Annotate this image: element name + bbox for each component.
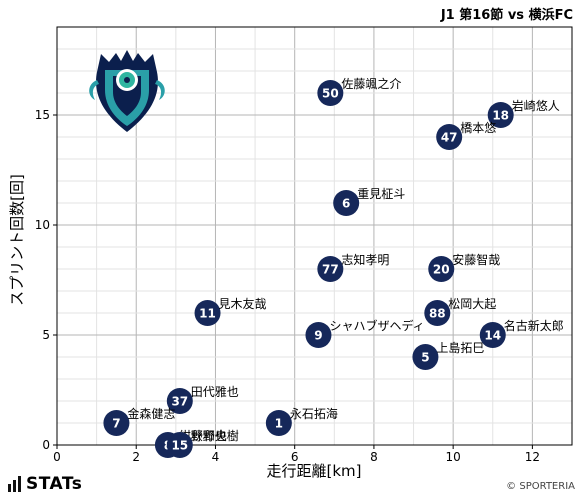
point-name-label: 松岡大起 (448, 297, 496, 311)
point-marker (424, 300, 451, 326)
point-name-label: 橋本悠 (460, 120, 496, 135)
y-tick-label: 10 (35, 218, 50, 232)
point-marker (487, 102, 514, 128)
point-marker (166, 432, 193, 458)
x-tick-label: 8 (370, 450, 378, 464)
point-number-label: 37 (171, 395, 188, 409)
point-number-label: 15 (171, 439, 188, 453)
point-marker (265, 410, 292, 436)
data-point: 6 重見柾斗 (333, 187, 405, 216)
point-number-label: 14 (484, 329, 501, 343)
y-tick-label: 5 (42, 328, 50, 342)
point-number-label: 18 (492, 109, 509, 123)
stats-bars-icon (8, 476, 21, 492)
x-tick-label: 6 (291, 450, 299, 464)
point-name-label: 名古新太郎 (504, 318, 564, 333)
point-name-label: 佐藤颯之介 (341, 77, 401, 91)
point-marker (428, 256, 455, 282)
point-marker (166, 388, 193, 414)
y-axis-label: スプリント回数[回] (8, 174, 26, 306)
point-number-label: 11 (199, 307, 216, 321)
point-marker (436, 124, 463, 150)
chart-title: J1 第16節 vs 横浜FC (440, 8, 573, 23)
x-tick-label: 10 (446, 450, 461, 464)
point-marker (103, 410, 130, 436)
point-name-label: 岩崎悠人 (512, 98, 560, 113)
data-point: 7 金森健志 (103, 406, 175, 436)
copyright-credit: © SPORTERIA (506, 481, 575, 492)
point-name-label: 金森健志 (127, 406, 175, 421)
point-name-label: 安藤智哉 (452, 252, 500, 267)
x-tick-label: 12 (525, 450, 540, 464)
point-marker (479, 322, 506, 348)
point-number-label: 9 (314, 329, 322, 343)
y-tick-label: 0 (42, 438, 50, 452)
grid-lines (56, 26, 573, 446)
x-axis-label: 走行距離[km] (266, 462, 361, 480)
point-number-label: 6 (342, 197, 350, 211)
data-point: 9 シャハブザヘディ (305, 318, 425, 348)
point-number-label: 88 (429, 307, 446, 321)
stats-brand: STATs (26, 474, 83, 494)
x-tick-label: 4 (212, 450, 220, 464)
club-crest-icon (89, 50, 165, 132)
point-name-label: シャハブザヘディ (329, 318, 424, 333)
y-tick-label: 15 (35, 108, 50, 122)
point-name-label: 志知孝明 (341, 253, 389, 267)
point-name-label: 重見柾斗 (357, 187, 405, 201)
point-number-label: 47 (441, 131, 458, 145)
point-name-label: 見木友哉 (219, 296, 267, 311)
point-name-label: 秋野央樹 (191, 429, 239, 443)
point-name-label: 上島拓巳 (436, 340, 484, 355)
point-marker (194, 300, 221, 326)
stats-logo: STATs (8, 474, 82, 494)
x-tick-label: 2 (132, 450, 140, 464)
point-number-label: 1 (275, 417, 283, 431)
plot-frame (56, 26, 573, 446)
point-number-label: 77 (322, 263, 339, 277)
x-tick-label: 0 (53, 450, 61, 464)
data-points: 50佐藤颯之介18岩崎悠人47橋本悠6重見柾斗77志知孝明20安藤智哉11見木友… (103, 77, 564, 458)
point-marker (333, 190, 360, 216)
point-number-label: 20 (433, 263, 450, 277)
point-marker (317, 256, 344, 282)
point-marker (317, 80, 344, 106)
point-marker (412, 344, 439, 370)
point-name-label: 田代雅也 (191, 384, 239, 399)
data-point: 5 上島拓巳 (412, 340, 484, 370)
data-point: 1 永石拓海 (265, 406, 338, 436)
point-number-label: 7 (112, 417, 120, 431)
point-number-label: 5 (421, 351, 429, 365)
point-name-label: 永石拓海 (290, 406, 338, 421)
point-marker (305, 322, 332, 348)
point-number-label: 50 (322, 87, 339, 101)
